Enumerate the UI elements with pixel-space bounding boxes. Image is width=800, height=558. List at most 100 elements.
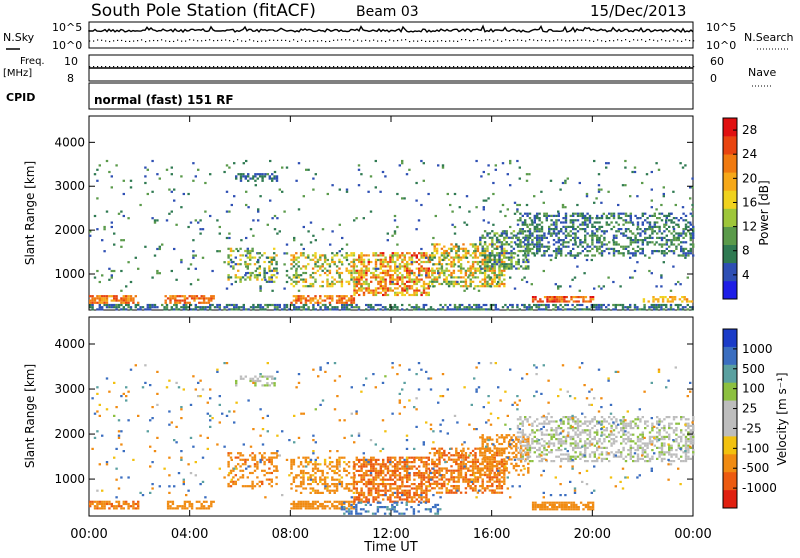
data-cell [536,239,538,241]
data-cell [463,222,465,224]
data-cell [392,494,394,496]
data-cell [382,490,384,492]
data-cell [436,472,438,474]
data-cell [317,457,319,459]
data-cell [382,285,384,287]
data-cell [310,276,312,278]
data-cell [197,306,199,308]
data-cell [406,459,408,461]
data-cell [482,283,484,285]
data-cell [384,308,386,310]
data-cell [630,213,632,215]
data-cell [396,474,398,476]
data-cell [615,237,617,239]
data-cell [326,263,328,265]
data-cell [436,252,438,254]
nsky-line [89,26,693,32]
data-cell [598,189,600,191]
nsearch-dot [317,41,318,42]
data-cell [428,268,430,270]
data-cell [172,503,174,505]
colorbar-swatch [723,281,737,299]
data-cell [271,263,273,265]
data-cell [356,498,358,500]
data-cell [298,297,300,299]
data-cell [620,213,622,215]
data-cell [329,492,331,494]
data-cell [613,248,615,250]
data-cell [541,239,543,241]
data-cell [324,306,326,308]
data-cell [644,239,646,241]
data-cell [293,503,295,505]
data-cell [477,465,479,467]
data-cell [262,306,264,308]
data-cell [453,283,455,285]
data-cell [411,496,413,498]
data-cell [506,263,508,265]
nsearch-dot [105,40,106,41]
data-cell [396,257,398,259]
data-cell [465,285,467,287]
data-cell [353,302,355,304]
data-cell [656,226,658,228]
data-cell [103,226,105,228]
data-cell [406,290,408,292]
data-cell [443,250,445,252]
data-cell [527,241,529,243]
data-cell [544,508,546,510]
data-cell [486,232,488,234]
data-cell [503,248,505,250]
data-cell [279,304,281,306]
data-cell [123,308,125,310]
data-cell [482,279,484,281]
data-cell [295,505,297,507]
data-cell [491,489,493,491]
data-cell [477,268,479,270]
data-cell [672,298,674,300]
data-cell [567,304,569,306]
data-cell [685,254,687,256]
data-cell [377,485,379,487]
data-cell [360,474,362,476]
data-cell [305,302,307,304]
data-cell [519,219,521,221]
data-cell [497,281,499,283]
data-cell [537,504,539,506]
data-cell [453,481,455,483]
data-cell [370,492,372,494]
data-cell [365,270,367,272]
data-cell [425,485,427,487]
data-cell [455,461,457,463]
data-cell [532,300,534,302]
data-cell [494,489,496,491]
data-cell [175,279,177,281]
data-cell [380,281,382,283]
data-cell [460,265,462,267]
nsearch-dot [233,41,234,42]
data-cell [428,459,430,461]
data-cell [550,219,552,221]
data-cell [108,268,110,270]
data-cell [501,461,503,463]
data-cell [256,279,258,281]
data-cell [416,498,418,500]
data-cell [538,246,540,248]
data-cell [396,294,398,296]
data-cell [543,308,545,310]
data-cell [496,254,498,256]
data-cell [436,459,438,461]
nave-dot [681,66,682,67]
data-cell [254,180,256,182]
data-cell [489,283,491,285]
data-cell [453,265,455,267]
data-cell [472,265,474,267]
data-cell [275,468,277,470]
data-cell [396,470,398,472]
data-cell [679,162,681,164]
data-cell [89,230,91,232]
data-cell [343,297,345,299]
data-cell [123,215,125,217]
data-cell [485,308,487,310]
